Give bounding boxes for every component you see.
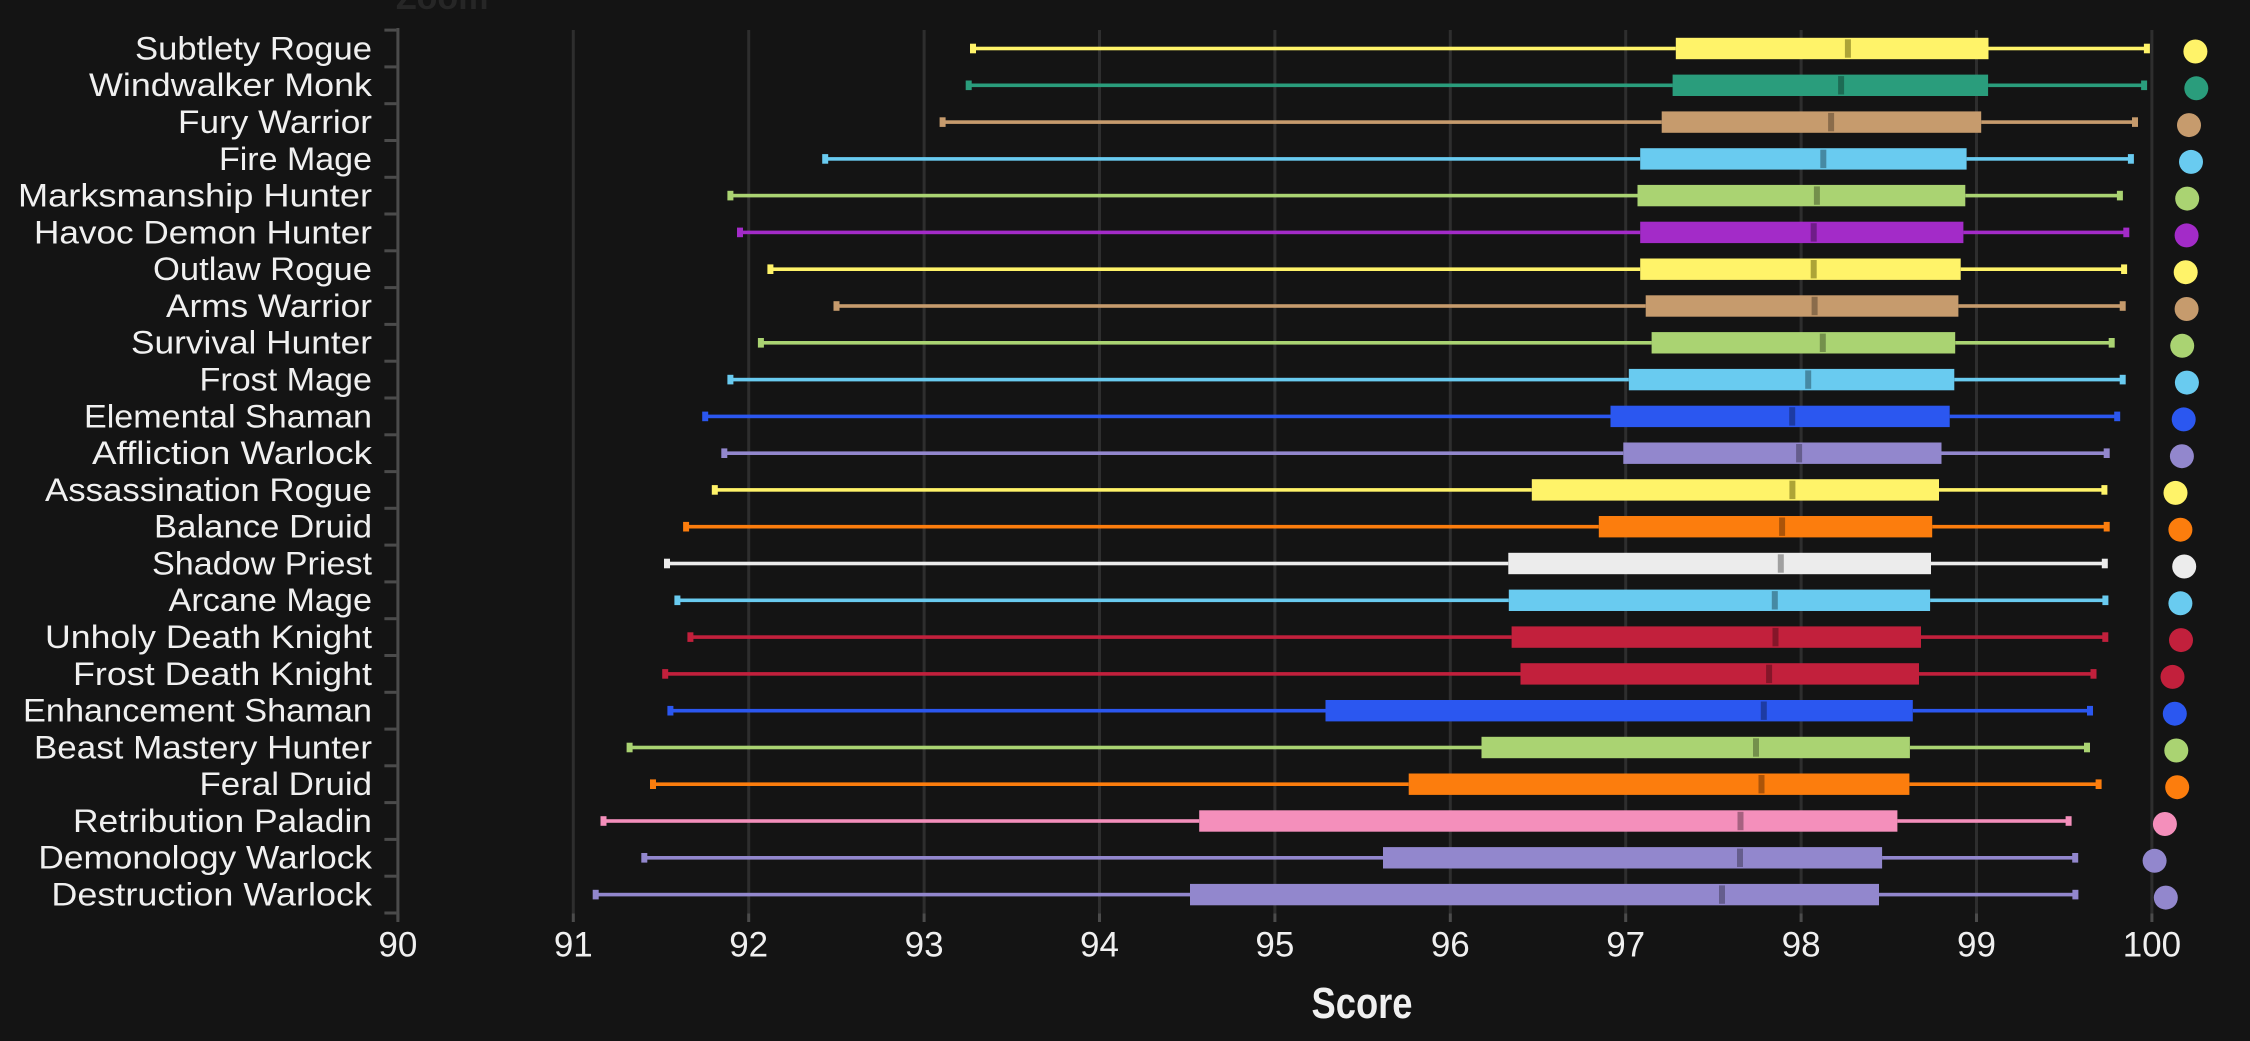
svg-text:Havoc Demon Hunter: Havoc Demon Hunter [34, 214, 372, 250]
svg-text:96: 96 [1431, 926, 1470, 965]
svg-text:Beast Mastery Hunter: Beast Mastery Hunter [34, 729, 372, 765]
svg-text:Outlaw Rogue: Outlaw Rogue [153, 251, 372, 287]
svg-text:Destruction Warlock: Destruction Warlock [51, 877, 372, 913]
svg-text:Zoom: Zoom [396, 0, 489, 17]
svg-text:Fury Warrior: Fury Warrior [178, 104, 372, 140]
svg-text:97: 97 [1606, 926, 1645, 965]
svg-text:Retribution Paladin: Retribution Paladin [73, 803, 372, 839]
svg-text:95: 95 [1255, 926, 1294, 965]
svg-text:Arcane Mage: Arcane Mage [169, 582, 373, 618]
svg-text:93: 93 [905, 926, 944, 965]
svg-text:Enhancement Shaman: Enhancement Shaman [23, 693, 372, 729]
svg-text:94: 94 [1080, 926, 1119, 965]
svg-text:Survival Hunter: Survival Hunter [131, 325, 372, 361]
svg-text:Shadow Priest: Shadow Priest [152, 545, 372, 581]
svg-text:100: 100 [2123, 926, 2181, 965]
svg-text:98: 98 [1782, 926, 1821, 965]
svg-text:Unholy Death Knight: Unholy Death Knight [45, 619, 372, 655]
svg-text:Fire Mage: Fire Mage [219, 141, 372, 177]
svg-text:99: 99 [1957, 926, 1996, 965]
svg-text:Arms Warrior: Arms Warrior [166, 288, 372, 324]
svg-text:92: 92 [729, 926, 768, 965]
svg-text:Affliction Warlock: Affliction Warlock [92, 435, 373, 471]
svg-text:Frost Death Knight: Frost Death Knight [73, 656, 372, 692]
svg-text:Subtlety Rogue: Subtlety Rogue [135, 30, 372, 66]
svg-text:Marksmanship Hunter: Marksmanship Hunter [18, 178, 372, 214]
svg-text:Balance Druid: Balance Druid [154, 509, 372, 545]
svg-text:Demonology Warlock: Demonology Warlock [38, 840, 372, 876]
svg-text:Elemental Shaman: Elemental Shaman [84, 398, 372, 434]
svg-text:Assassination Rogue: Assassination Rogue [45, 472, 372, 508]
svg-text:Windwalker Monk: Windwalker Monk [89, 67, 373, 103]
svg-text:Score: Score [1312, 979, 1413, 1028]
svg-text:91: 91 [554, 926, 593, 965]
svg-text:Frost Mage: Frost Mage [200, 362, 373, 398]
svg-text:Feral Druid: Feral Druid [200, 766, 373, 802]
svg-text:90: 90 [378, 926, 417, 965]
